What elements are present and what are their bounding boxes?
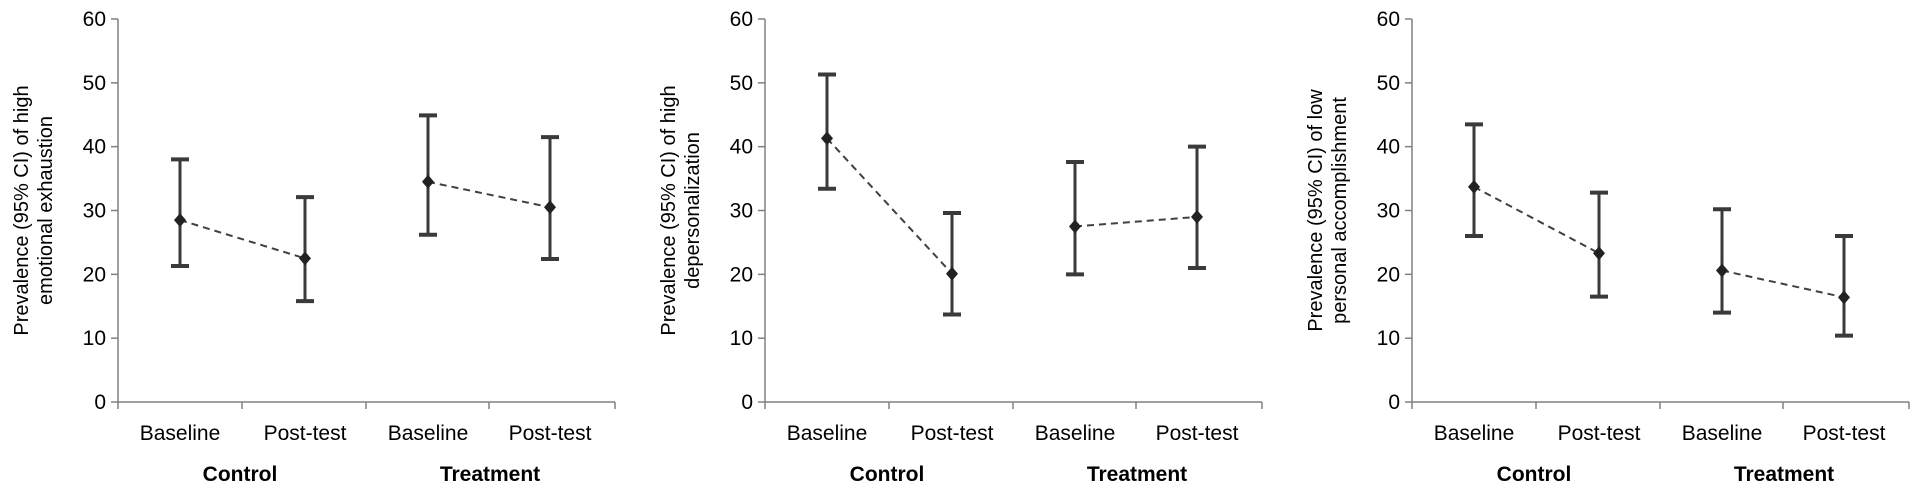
y-tick-label: 60 xyxy=(730,8,753,31)
y-tick-label: 20 xyxy=(83,263,106,286)
x-tick-label: Post-test xyxy=(1803,422,1886,445)
y-tick-label: 0 xyxy=(1388,391,1400,414)
series-connector-line xyxy=(1721,269,1845,299)
group-label: Treatment xyxy=(440,463,540,486)
group-label: Treatment xyxy=(1087,463,1187,486)
data-point-marker xyxy=(174,213,186,228)
y-tick-label: 30 xyxy=(1377,200,1400,223)
y-tick-label: 60 xyxy=(1377,8,1400,31)
y-tick-label: 10 xyxy=(730,327,753,350)
series-connector-line xyxy=(427,180,551,209)
data-point-marker xyxy=(544,200,556,215)
chart-panel-3: Prevalence (95% CI) of low personal accom… xyxy=(1305,8,1910,486)
y-axis-label: Prevalence (95% CI) of low personal accom… xyxy=(1305,89,1351,332)
x-tick-label: Post-test xyxy=(911,422,994,445)
x-tick-label: Post-test xyxy=(1558,422,1641,445)
y-tick-label: 30 xyxy=(730,200,753,223)
data-point-marker xyxy=(299,251,311,266)
x-tick-label: Baseline xyxy=(787,422,868,445)
y-tick-label: 40 xyxy=(730,136,753,159)
series-connector-line xyxy=(826,137,953,275)
x-tick-label: Baseline xyxy=(388,422,469,445)
y-tick-label: 0 xyxy=(94,391,106,414)
x-tick-label: Baseline xyxy=(1035,422,1116,445)
y-axis-label-line: Prevalence (95% CI) of high xyxy=(11,85,33,335)
y-axis-label-line: Prevalence (95% CI) of low xyxy=(1305,89,1327,332)
data-point-marker xyxy=(1468,179,1480,194)
data-point-marker xyxy=(422,174,434,189)
group-label: Control xyxy=(203,463,278,486)
data-point-marker xyxy=(946,266,958,281)
y-tick-label: 40 xyxy=(83,136,106,159)
x-tick-label: Post-test xyxy=(509,422,592,445)
group-label: Control xyxy=(1497,463,1572,486)
y-axis-label-line: depersonalization xyxy=(682,132,704,289)
y-tick-label: 60 xyxy=(83,8,106,31)
y-tick-label: 30 xyxy=(83,200,106,223)
y-tick-label: 50 xyxy=(730,72,753,95)
y-tick-label: 20 xyxy=(1377,263,1400,286)
y-tick-label: 40 xyxy=(1377,136,1400,159)
data-point-marker xyxy=(1069,219,1081,234)
y-axis-label: Prevalence (95% CI) of high depersonaliza… xyxy=(658,85,704,335)
y-tick-label: 20 xyxy=(730,263,753,286)
data-point-marker xyxy=(1593,246,1605,261)
x-tick-label: Baseline xyxy=(1682,422,1763,445)
series-connector-line xyxy=(1074,215,1198,228)
y-axis-label-line: Prevalence (95% CI) of high xyxy=(658,85,680,335)
group-label: Control xyxy=(850,463,925,486)
x-tick-label: Post-test xyxy=(264,422,347,445)
x-tick-label: Post-test xyxy=(1156,422,1239,445)
y-axis-label-line: emotional exhaustion xyxy=(35,116,57,305)
chart-panel-1: Prevalence (95% CI) of high emotional exh… xyxy=(11,8,616,486)
chart-panel-2: Prevalence (95% CI) of high depersonaliza… xyxy=(658,8,1263,486)
y-tick-label: 10 xyxy=(1377,327,1400,350)
data-point-marker xyxy=(1838,290,1850,305)
y-tick-label: 50 xyxy=(83,72,106,95)
y-axis-label: Prevalence (95% CI) of high emotional exh… xyxy=(11,85,57,335)
x-tick-label: Baseline xyxy=(1434,422,1515,445)
y-tick-label: 0 xyxy=(741,391,753,414)
series-connector-line xyxy=(179,219,306,260)
x-tick-label: Baseline xyxy=(140,422,221,445)
y-tick-label: 50 xyxy=(1377,72,1400,95)
data-point-marker xyxy=(821,131,833,146)
data-point-marker xyxy=(1191,209,1203,224)
data-point-marker xyxy=(1716,263,1728,278)
y-axis-label-line: personal accomplishment xyxy=(1329,97,1351,324)
group-label: Treatment xyxy=(1734,463,1834,486)
series-connector-line xyxy=(1473,185,1600,255)
y-tick-label: 10 xyxy=(83,327,106,350)
